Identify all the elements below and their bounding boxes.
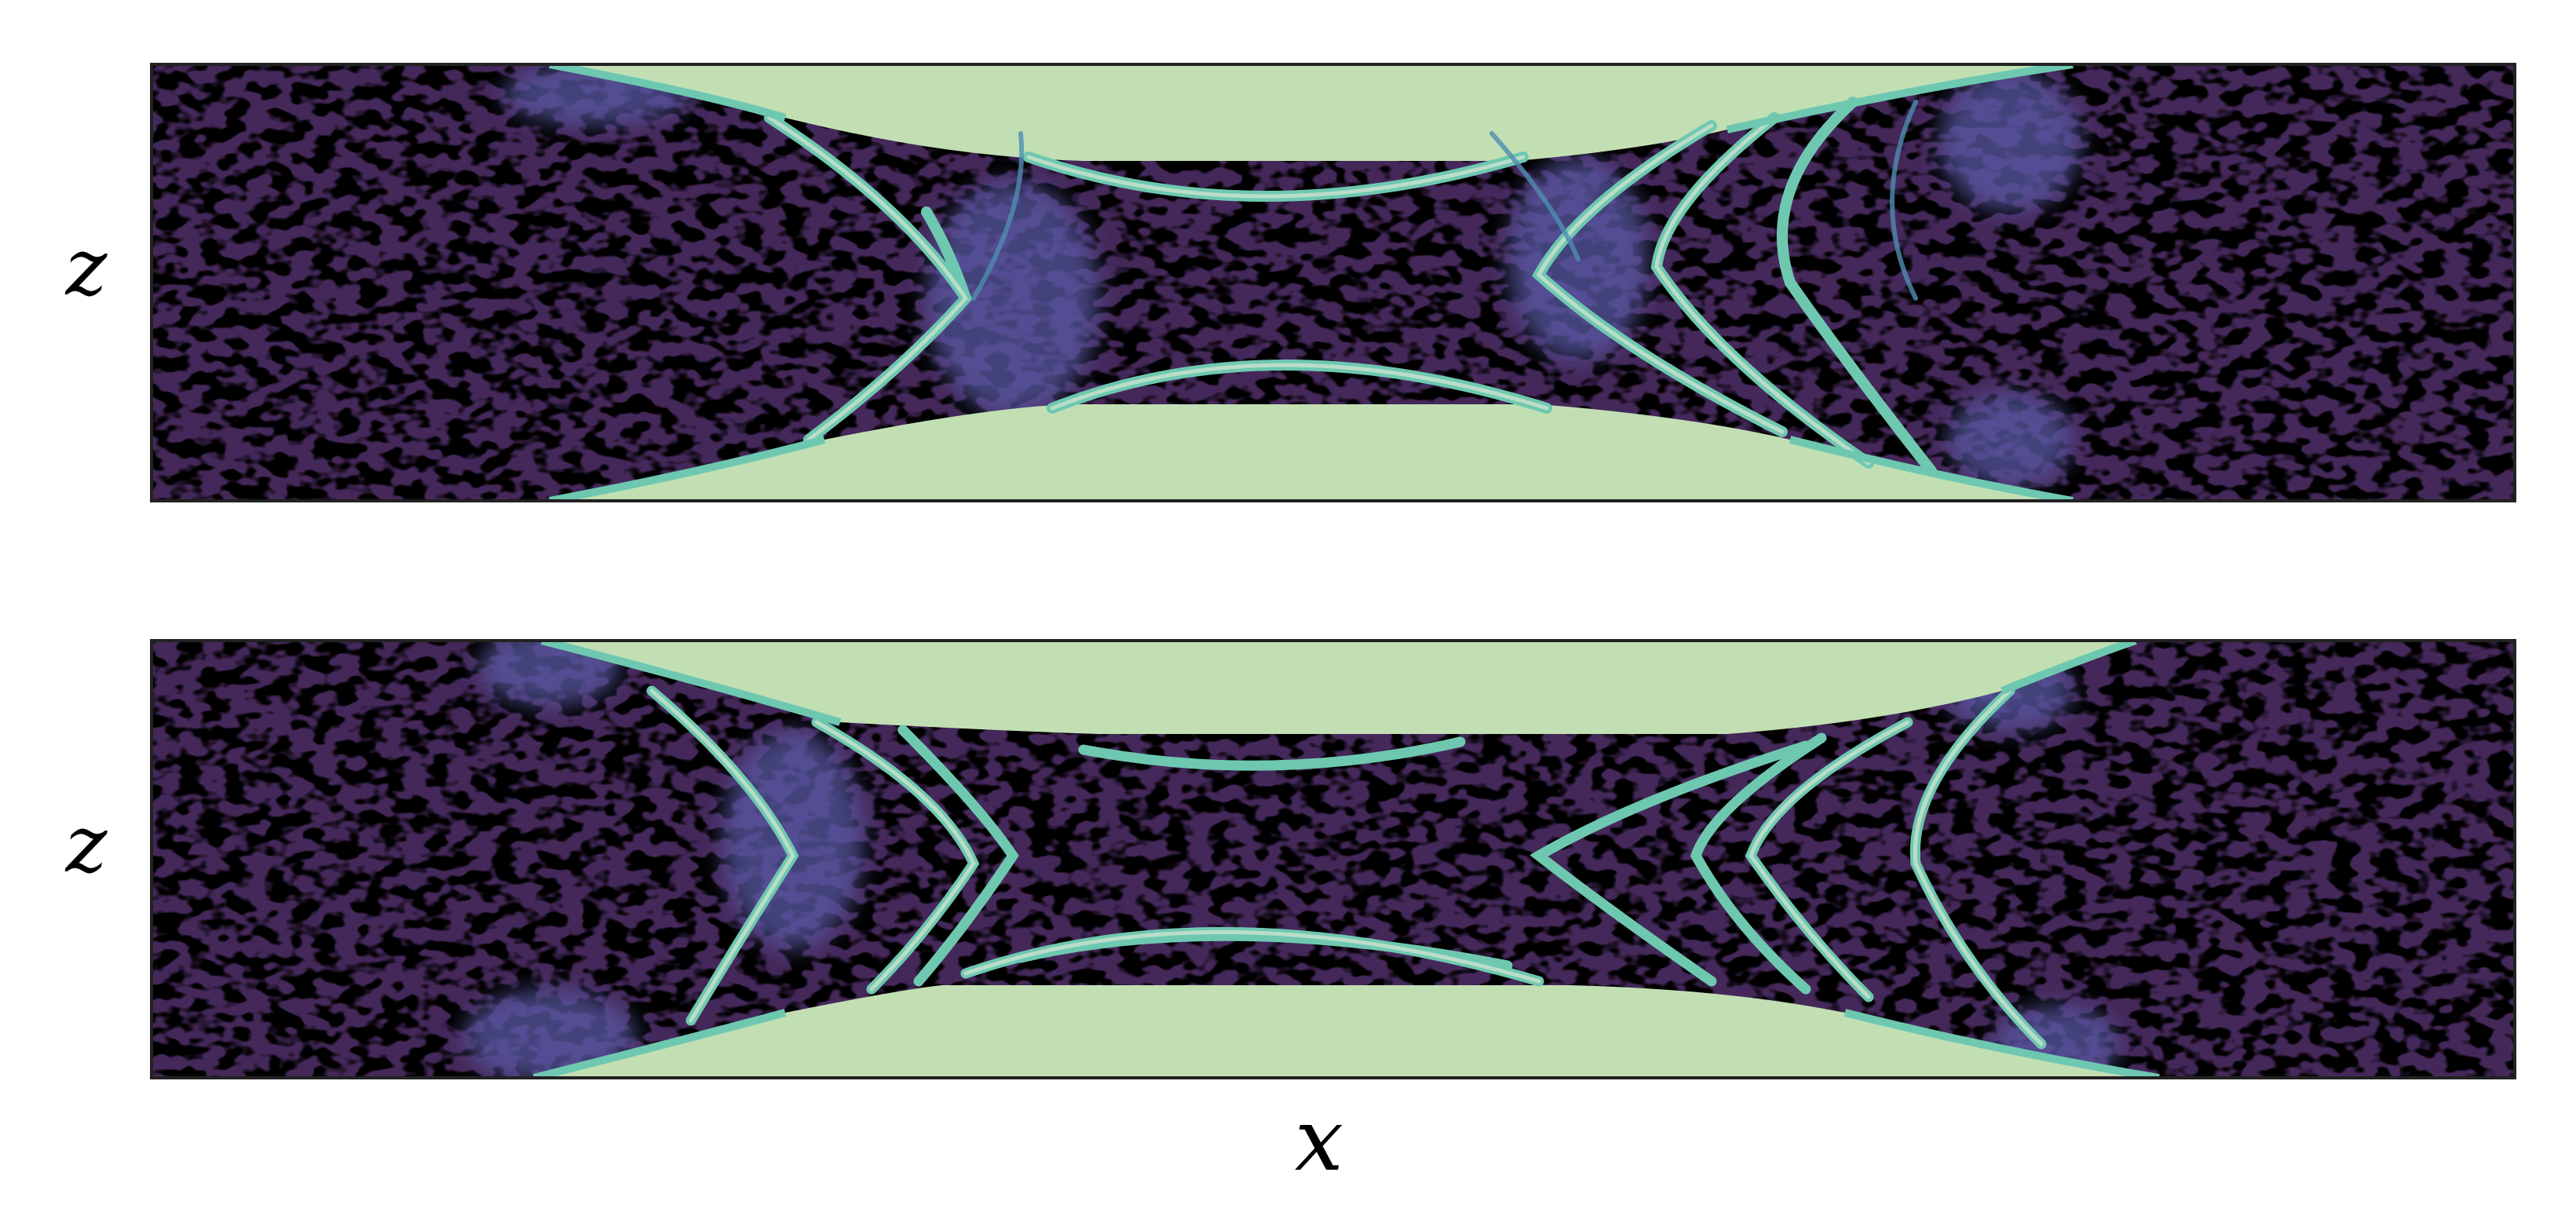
- heatmap-field-top: [152, 64, 2515, 501]
- filaments-top: [764, 97, 1937, 477]
- saturated-region-bottom-upper: [542, 641, 2136, 734]
- panel-bottom: z: [65, 639, 2516, 1079]
- panel-top: z: [65, 63, 2516, 502]
- ylabel-top: z: [65, 221, 108, 313]
- filaments-bottom: [646, 685, 2047, 1050]
- frame-top: [150, 63, 2516, 502]
- ylabel-bottom: z: [65, 798, 108, 890]
- xlabel: x: [1295, 1090, 1343, 1190]
- saturated-region-top-lower: [550, 404, 2073, 501]
- saturated-region-bottom-lower: [534, 985, 2159, 1078]
- heatmap-field-bottom: [152, 641, 2515, 1078]
- frame-bottom: [150, 639, 2516, 1079]
